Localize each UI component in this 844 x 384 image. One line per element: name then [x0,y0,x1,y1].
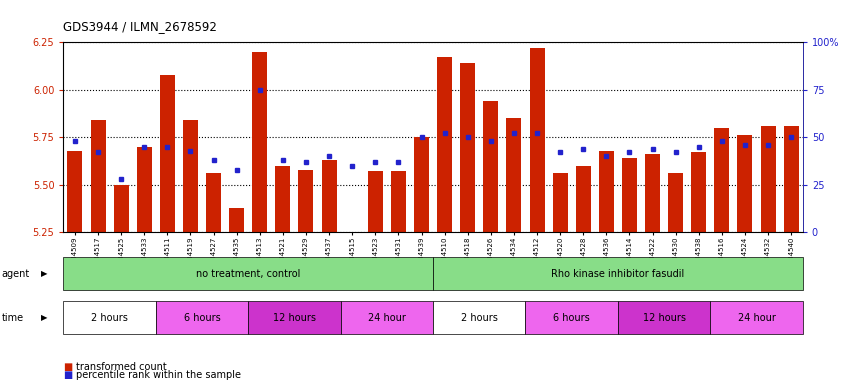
Text: 24 hour: 24 hour [737,313,775,323]
Bar [90,120,106,232]
Bar [598,151,613,232]
Text: 24 hour: 24 hour [367,313,405,323]
Text: ▶: ▶ [41,313,47,322]
Text: 2 hours: 2 hours [460,313,497,323]
Text: transformed count: transformed count [76,362,166,372]
Bar [782,126,798,232]
Bar [252,52,267,232]
Bar [552,174,567,232]
Bar [436,58,452,232]
Bar [391,172,405,232]
Bar [68,151,83,232]
Text: GDS3944 / ILMN_2678592: GDS3944 / ILMN_2678592 [63,20,217,33]
Bar [506,118,521,232]
Text: ■: ■ [63,370,73,380]
Text: no treatment, control: no treatment, control [196,268,300,279]
Bar [460,63,474,232]
Bar [229,208,244,232]
Bar [529,48,544,232]
Bar [713,128,728,232]
Text: 12 hours: 12 hours [641,313,684,323]
Bar [275,166,290,232]
Text: 6 hours: 6 hours [183,313,220,323]
Bar [183,120,197,232]
Bar [644,154,659,232]
Text: agent: agent [2,268,30,279]
Text: Rho kinase inhibitor fasudil: Rho kinase inhibitor fasudil [550,268,684,279]
Bar [322,160,336,232]
Bar [414,137,429,232]
Bar [760,126,775,232]
Bar [160,74,175,232]
Bar [113,185,128,232]
Bar [137,147,152,232]
Bar [737,136,752,232]
Text: percentile rank within the sample: percentile rank within the sample [76,370,241,380]
Text: 2 hours: 2 hours [91,313,128,323]
Bar [690,152,706,232]
Bar [367,172,382,232]
Bar [298,170,313,232]
Bar [621,158,636,232]
Text: time: time [2,313,24,323]
Text: ▶: ▶ [41,269,47,278]
Text: 12 hours: 12 hours [273,313,316,323]
Bar [668,174,682,232]
Bar [483,101,498,232]
Text: ■: ■ [63,362,73,372]
Bar [206,174,221,232]
Text: 6 hours: 6 hours [553,313,589,323]
Bar [575,166,590,232]
